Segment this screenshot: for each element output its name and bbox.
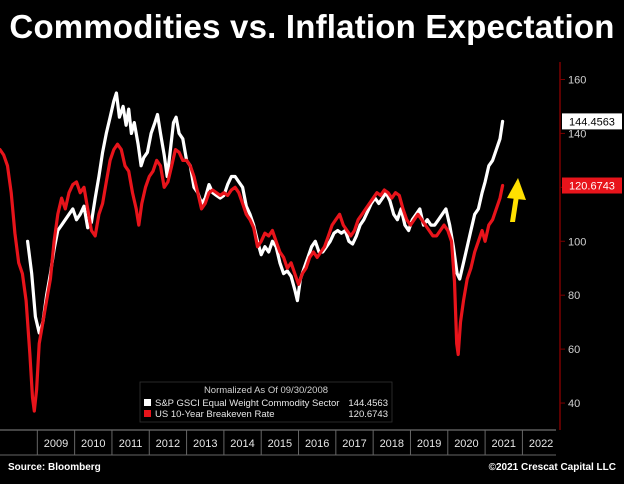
legend-header: Normalized As Of 09/30/2008	[204, 385, 328, 396]
x-tick-label: 2022	[529, 438, 553, 450]
x-tick-label: 2015	[268, 438, 292, 450]
y-tick-label: 80	[568, 290, 580, 302]
legend-label: US 10-Year Breakeven Rate	[155, 409, 275, 420]
x-tick-label: 2019	[417, 438, 441, 450]
last-value-badge	[562, 113, 622, 130]
last-value-label: 120.6743	[569, 181, 615, 193]
x-tick-label: 2011	[119, 438, 143, 450]
legend-swatch	[144, 410, 151, 417]
x-tick-label: 2014	[230, 438, 254, 450]
up-arrow-icon	[507, 178, 526, 200]
chart-title: Commodities vs. Inflation Expectation	[9, 8, 615, 45]
x-tick-label: 2009	[44, 438, 68, 450]
arrow-shaft	[510, 196, 519, 222]
copyright-note: ©2021 Crescat Capital LLC	[488, 462, 616, 473]
y-tick-label: 100	[568, 236, 586, 248]
legend-value: 120.6743	[348, 409, 388, 420]
last-value-label: 144.4563	[569, 116, 615, 128]
value-labels: 144.4563 120.6743	[562, 113, 622, 194]
y-tick-label: 140	[568, 128, 586, 140]
y-tick-label: 40	[568, 398, 580, 410]
legend-swatch	[144, 399, 151, 406]
legend-box	[139, 381, 393, 423]
x-tick-label: 2018	[380, 438, 404, 450]
last-value-badge	[562, 177, 622, 194]
legend: Normalized As Of 09/30/2008 S&P GSCI Equa…	[139, 381, 393, 423]
x-tick-label: 2010	[81, 438, 105, 450]
series-layer	[0, 91, 505, 413]
x-tick-label: 2017	[342, 438, 366, 450]
annotations	[507, 178, 526, 222]
y-tick-label: 160	[568, 74, 586, 86]
breakeven-series-line	[0, 142, 505, 413]
x-tick-label: 2016	[305, 438, 329, 450]
legend-value: 144.4563	[348, 398, 388, 409]
axes: 4060801001201401602009201020112012201320…	[0, 62, 586, 456]
x-tick-label: 2020	[454, 438, 478, 450]
source-note: Source: Bloomberg	[8, 462, 101, 473]
x-tick-label: 2012	[156, 438, 180, 450]
legend-label: S&P GSCI Equal Weight Commodity Sector	[155, 398, 339, 409]
x-tick-label: 2013	[193, 438, 217, 450]
x-tick-label: 2021	[492, 438, 516, 450]
y-tick-label: 60	[568, 344, 580, 356]
